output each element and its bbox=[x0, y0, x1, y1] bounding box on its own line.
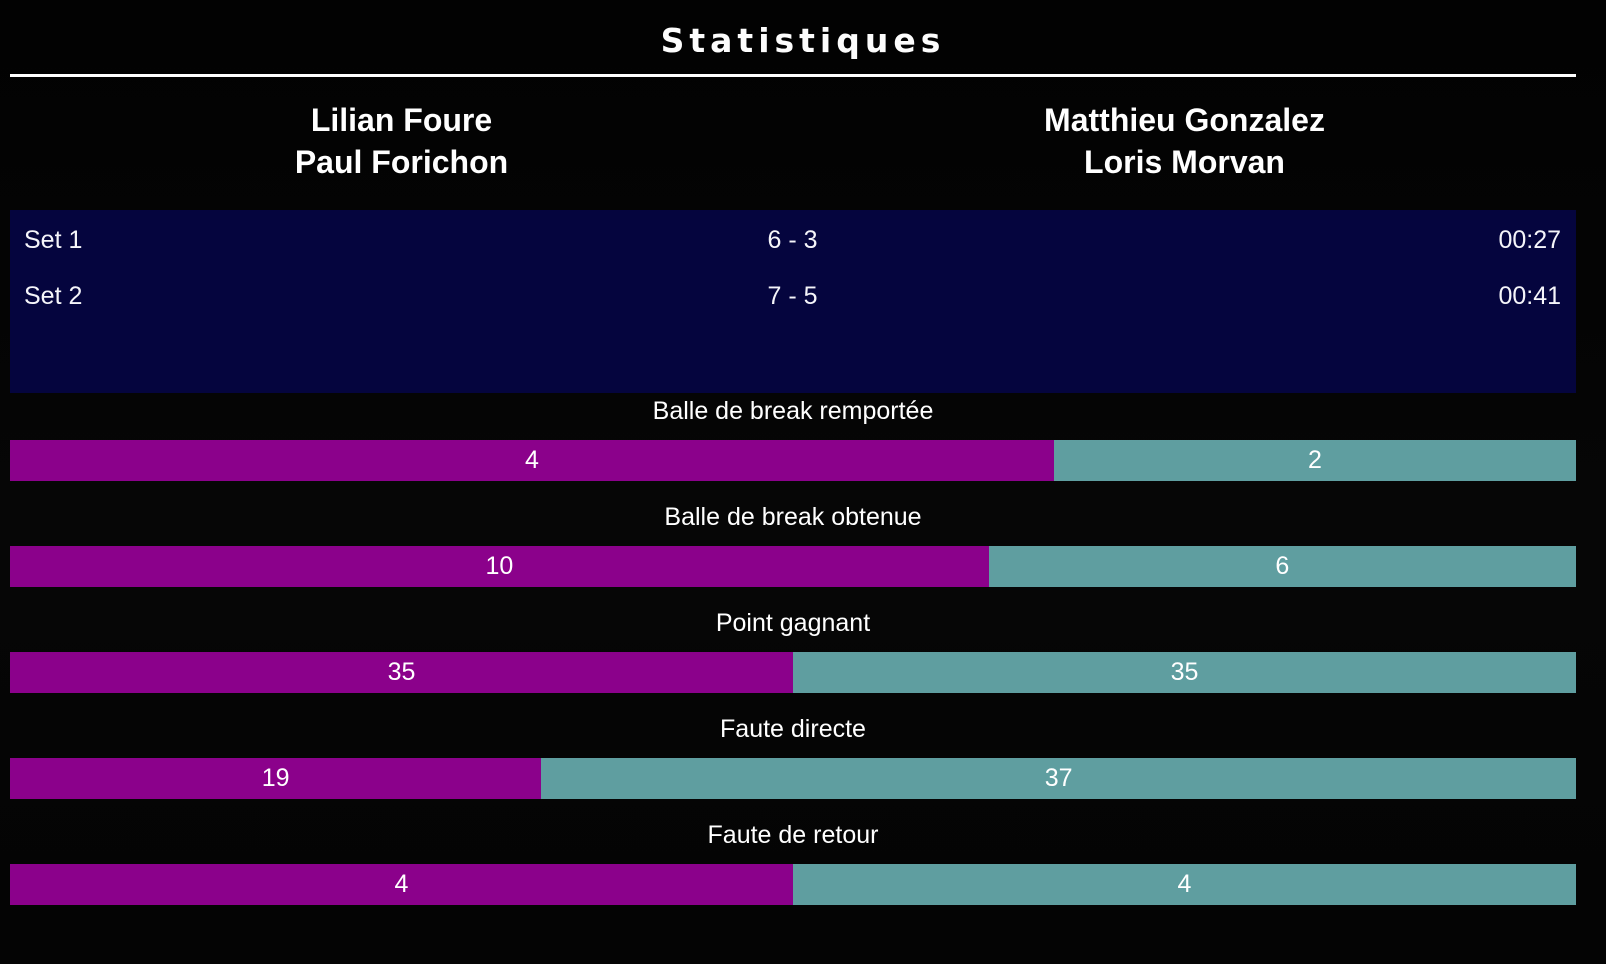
set-row-2: Set 2 7 - 5 00:41 bbox=[24, 268, 1561, 324]
stat-value-away: 6 bbox=[1275, 552, 1290, 580]
team-away-player2: Loris Morvan bbox=[1084, 144, 1285, 180]
stat-bar-away-segment: 2 bbox=[1053, 440, 1576, 481]
stat-group: Faute directe 19 37 bbox=[10, 715, 1576, 799]
stat-group: Point gagnant 35 35 bbox=[10, 609, 1576, 693]
stat-label: Point gagnant bbox=[715, 609, 871, 637]
team-home: Lilian Foure Paul Forichon bbox=[10, 99, 793, 183]
stat-value-home: 19 bbox=[261, 764, 290, 792]
teams-header: Lilian Foure Paul Forichon Matthieu Gonz… bbox=[10, 99, 1576, 183]
stat-bar: 19 37 bbox=[10, 758, 1576, 799]
stat-bar-away-segment: 35 bbox=[793, 652, 1576, 693]
stat-group: Faute de retour 4 4 bbox=[10, 821, 1576, 905]
stat-value-away: 35 bbox=[1170, 658, 1199, 686]
stat-label: Faute de retour bbox=[707, 821, 879, 849]
title-divider bbox=[10, 74, 1576, 77]
team-home-player2: Paul Forichon bbox=[294, 144, 509, 180]
stat-bar-away-segment: 37 bbox=[541, 758, 1576, 799]
stat-value-home: 10 bbox=[485, 552, 514, 580]
team-away-player1: Matthieu Gonzalez bbox=[1044, 102, 1325, 138]
stat-value-home: 35 bbox=[387, 658, 416, 686]
stat-bar-home-segment: 19 bbox=[10, 758, 542, 799]
stat-label: Balle de break remportée bbox=[652, 397, 934, 425]
set-row-1: Set 1 6 - 3 00:27 bbox=[24, 212, 1561, 268]
set-duration: 00:41 bbox=[1498, 281, 1561, 310]
stat-label: Balle de break obtenue bbox=[664, 503, 922, 531]
stat-bar-home-segment: 4 bbox=[10, 864, 793, 905]
sets-panel: Set 1 6 - 3 00:27 Set 2 7 - 5 00:41 bbox=[10, 210, 1576, 393]
page-title: Statistiques bbox=[660, 21, 946, 60]
stat-bar-home-segment: 10 bbox=[10, 546, 989, 587]
set-score: 6 - 3 bbox=[767, 225, 818, 254]
stat-bar: 10 6 bbox=[10, 546, 1576, 587]
team-away: Matthieu Gonzalez Loris Morvan bbox=[793, 99, 1576, 183]
stat-bar: 35 35 bbox=[10, 652, 1576, 693]
stat-bar-away-segment: 4 bbox=[793, 864, 1576, 905]
stat-value-home: 4 bbox=[394, 870, 409, 898]
stat-bar: 4 2 bbox=[10, 440, 1576, 481]
stat-value-away: 2 bbox=[1308, 446, 1322, 474]
set-label: Set 1 bbox=[24, 225, 83, 254]
stat-bar-home-segment: 4 bbox=[10, 440, 1054, 481]
stat-value-home: 4 bbox=[525, 446, 539, 474]
stat-bar-home-segment: 35 bbox=[10, 652, 793, 693]
stat-value-away: 4 bbox=[1177, 870, 1192, 898]
stat-group: Balle de break remportée 4 2 bbox=[10, 397, 1576, 481]
stat-bar-away-segment: 6 bbox=[988, 546, 1576, 587]
set-score: 7 - 5 bbox=[767, 281, 818, 310]
content-area: Lilian Foure Paul Forichon Matthieu Gonz… bbox=[10, 74, 1576, 905]
set-duration: 00:27 bbox=[1498, 225, 1561, 254]
team-home-player1: Lilian Foure bbox=[310, 102, 493, 138]
stat-group: Balle de break obtenue 10 6 bbox=[10, 503, 1576, 587]
set-label: Set 2 bbox=[24, 281, 83, 310]
stat-label: Faute directe bbox=[720, 715, 866, 743]
stat-bar: 4 4 bbox=[10, 864, 1576, 905]
stat-value-away: 37 bbox=[1044, 764, 1073, 792]
